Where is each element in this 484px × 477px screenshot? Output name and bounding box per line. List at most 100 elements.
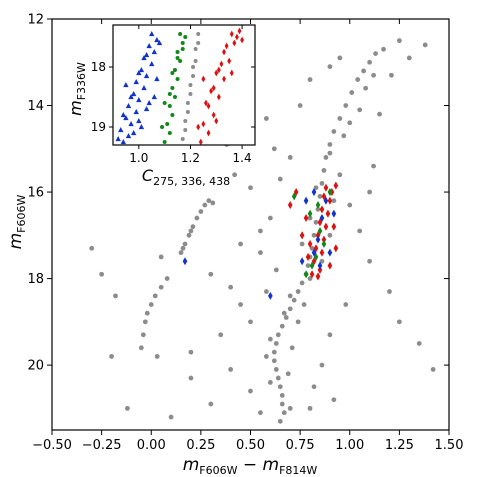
- y-tick-label: 20: [27, 359, 44, 374]
- data-point: [143, 73, 150, 79]
- data-point: [120, 112, 127, 118]
- data-point: [154, 37, 160, 43]
- data-point: [149, 61, 155, 67]
- data-point: [209, 87, 214, 95]
- data-point: [138, 345, 144, 351]
- data-point: [277, 384, 283, 390]
- data-point: [315, 235, 321, 244]
- data-point: [337, 116, 343, 121]
- data-point: [311, 232, 317, 238]
- data-point: [341, 133, 347, 139]
- data-point: [182, 241, 188, 247]
- x-tick-label: 0.50: [236, 438, 265, 453]
- data-point: [190, 224, 196, 230]
- data-point: [367, 59, 372, 65]
- data-point: [154, 354, 160, 359]
- data-point: [201, 120, 206, 128]
- data-point: [305, 263, 311, 268]
- data-point: [327, 64, 333, 69]
- data-point: [275, 375, 281, 381]
- data-point: [263, 116, 269, 121]
- data-point: [238, 302, 243, 307]
- data-point: [273, 367, 279, 372]
- series-3: [182, 188, 337, 300]
- data-point: [128, 121, 134, 127]
- data-point: [258, 228, 263, 234]
- x-tick-label: 1.0: [129, 151, 148, 165]
- data-point: [258, 410, 263, 416]
- data-point: [216, 93, 221, 101]
- data-point: [283, 315, 289, 320]
- data-point: [146, 43, 152, 49]
- data-point: [138, 67, 145, 73]
- data-point: [331, 222, 337, 231]
- data-point: [248, 388, 253, 394]
- data-point: [227, 57, 232, 65]
- x-tick-label: −0.50: [32, 438, 72, 453]
- data-point: [268, 291, 273, 300]
- y-tick-label: 12: [27, 13, 44, 28]
- data-point: [238, 241, 243, 247]
- data-point: [337, 55, 343, 61]
- data-point: [224, 42, 229, 50]
- data-point: [130, 130, 137, 136]
- data-point: [315, 201, 321, 210]
- data-point: [229, 69, 234, 77]
- data-point: [319, 248, 325, 257]
- data-point: [167, 104, 172, 108]
- data-point: [315, 231, 321, 240]
- data-point: [277, 418, 283, 424]
- data-point: [237, 27, 242, 35]
- data-point: [198, 138, 203, 146]
- data-point: [331, 129, 337, 134]
- data-point: [188, 349, 194, 355]
- data-point: [99, 271, 105, 277]
- data-point: [164, 276, 170, 281]
- x-tick-label: 1.2: [181, 151, 200, 165]
- data-point: [299, 241, 305, 247]
- data-point: [125, 103, 132, 109]
- data-point: [142, 319, 148, 325]
- data-point: [327, 196, 333, 205]
- data-point: [156, 40, 163, 46]
- data-point: [165, 122, 170, 126]
- data-point: [210, 200, 216, 206]
- data-point: [389, 72, 394, 78]
- data-point: [196, 32, 201, 36]
- data-point: [240, 36, 245, 44]
- data-point: [248, 319, 253, 325]
- data-point: [271, 146, 277, 152]
- data-point: [307, 209, 313, 218]
- data-point: [149, 31, 155, 37]
- data-point: [273, 267, 279, 273]
- data-point: [118, 127, 124, 133]
- data-point: [291, 192, 297, 201]
- data-point: [133, 79, 139, 85]
- data-point: [307, 215, 313, 221]
- data-point: [146, 100, 152, 106]
- data-point: [299, 257, 305, 266]
- data-point: [263, 289, 269, 294]
- data-point: [289, 345, 295, 351]
- data-point: [178, 59, 183, 63]
- data-point: [275, 332, 281, 338]
- series-2: [291, 188, 333, 279]
- data-point: [287, 201, 293, 210]
- data-point: [367, 189, 372, 195]
- inset-background: [113, 25, 255, 145]
- data-point: [333, 244, 339, 253]
- data-point: [309, 270, 315, 279]
- data-point: [216, 66, 221, 74]
- data-point: [331, 209, 337, 218]
- x-tick-label: 0.25: [186, 438, 215, 453]
- data-point: [281, 310, 287, 316]
- series-0: [115, 31, 163, 145]
- main-data-points: [89, 38, 436, 424]
- data-point: [185, 101, 190, 105]
- data-point: [125, 133, 132, 139]
- data-point: [160, 125, 165, 129]
- data-point: [303, 213, 309, 223]
